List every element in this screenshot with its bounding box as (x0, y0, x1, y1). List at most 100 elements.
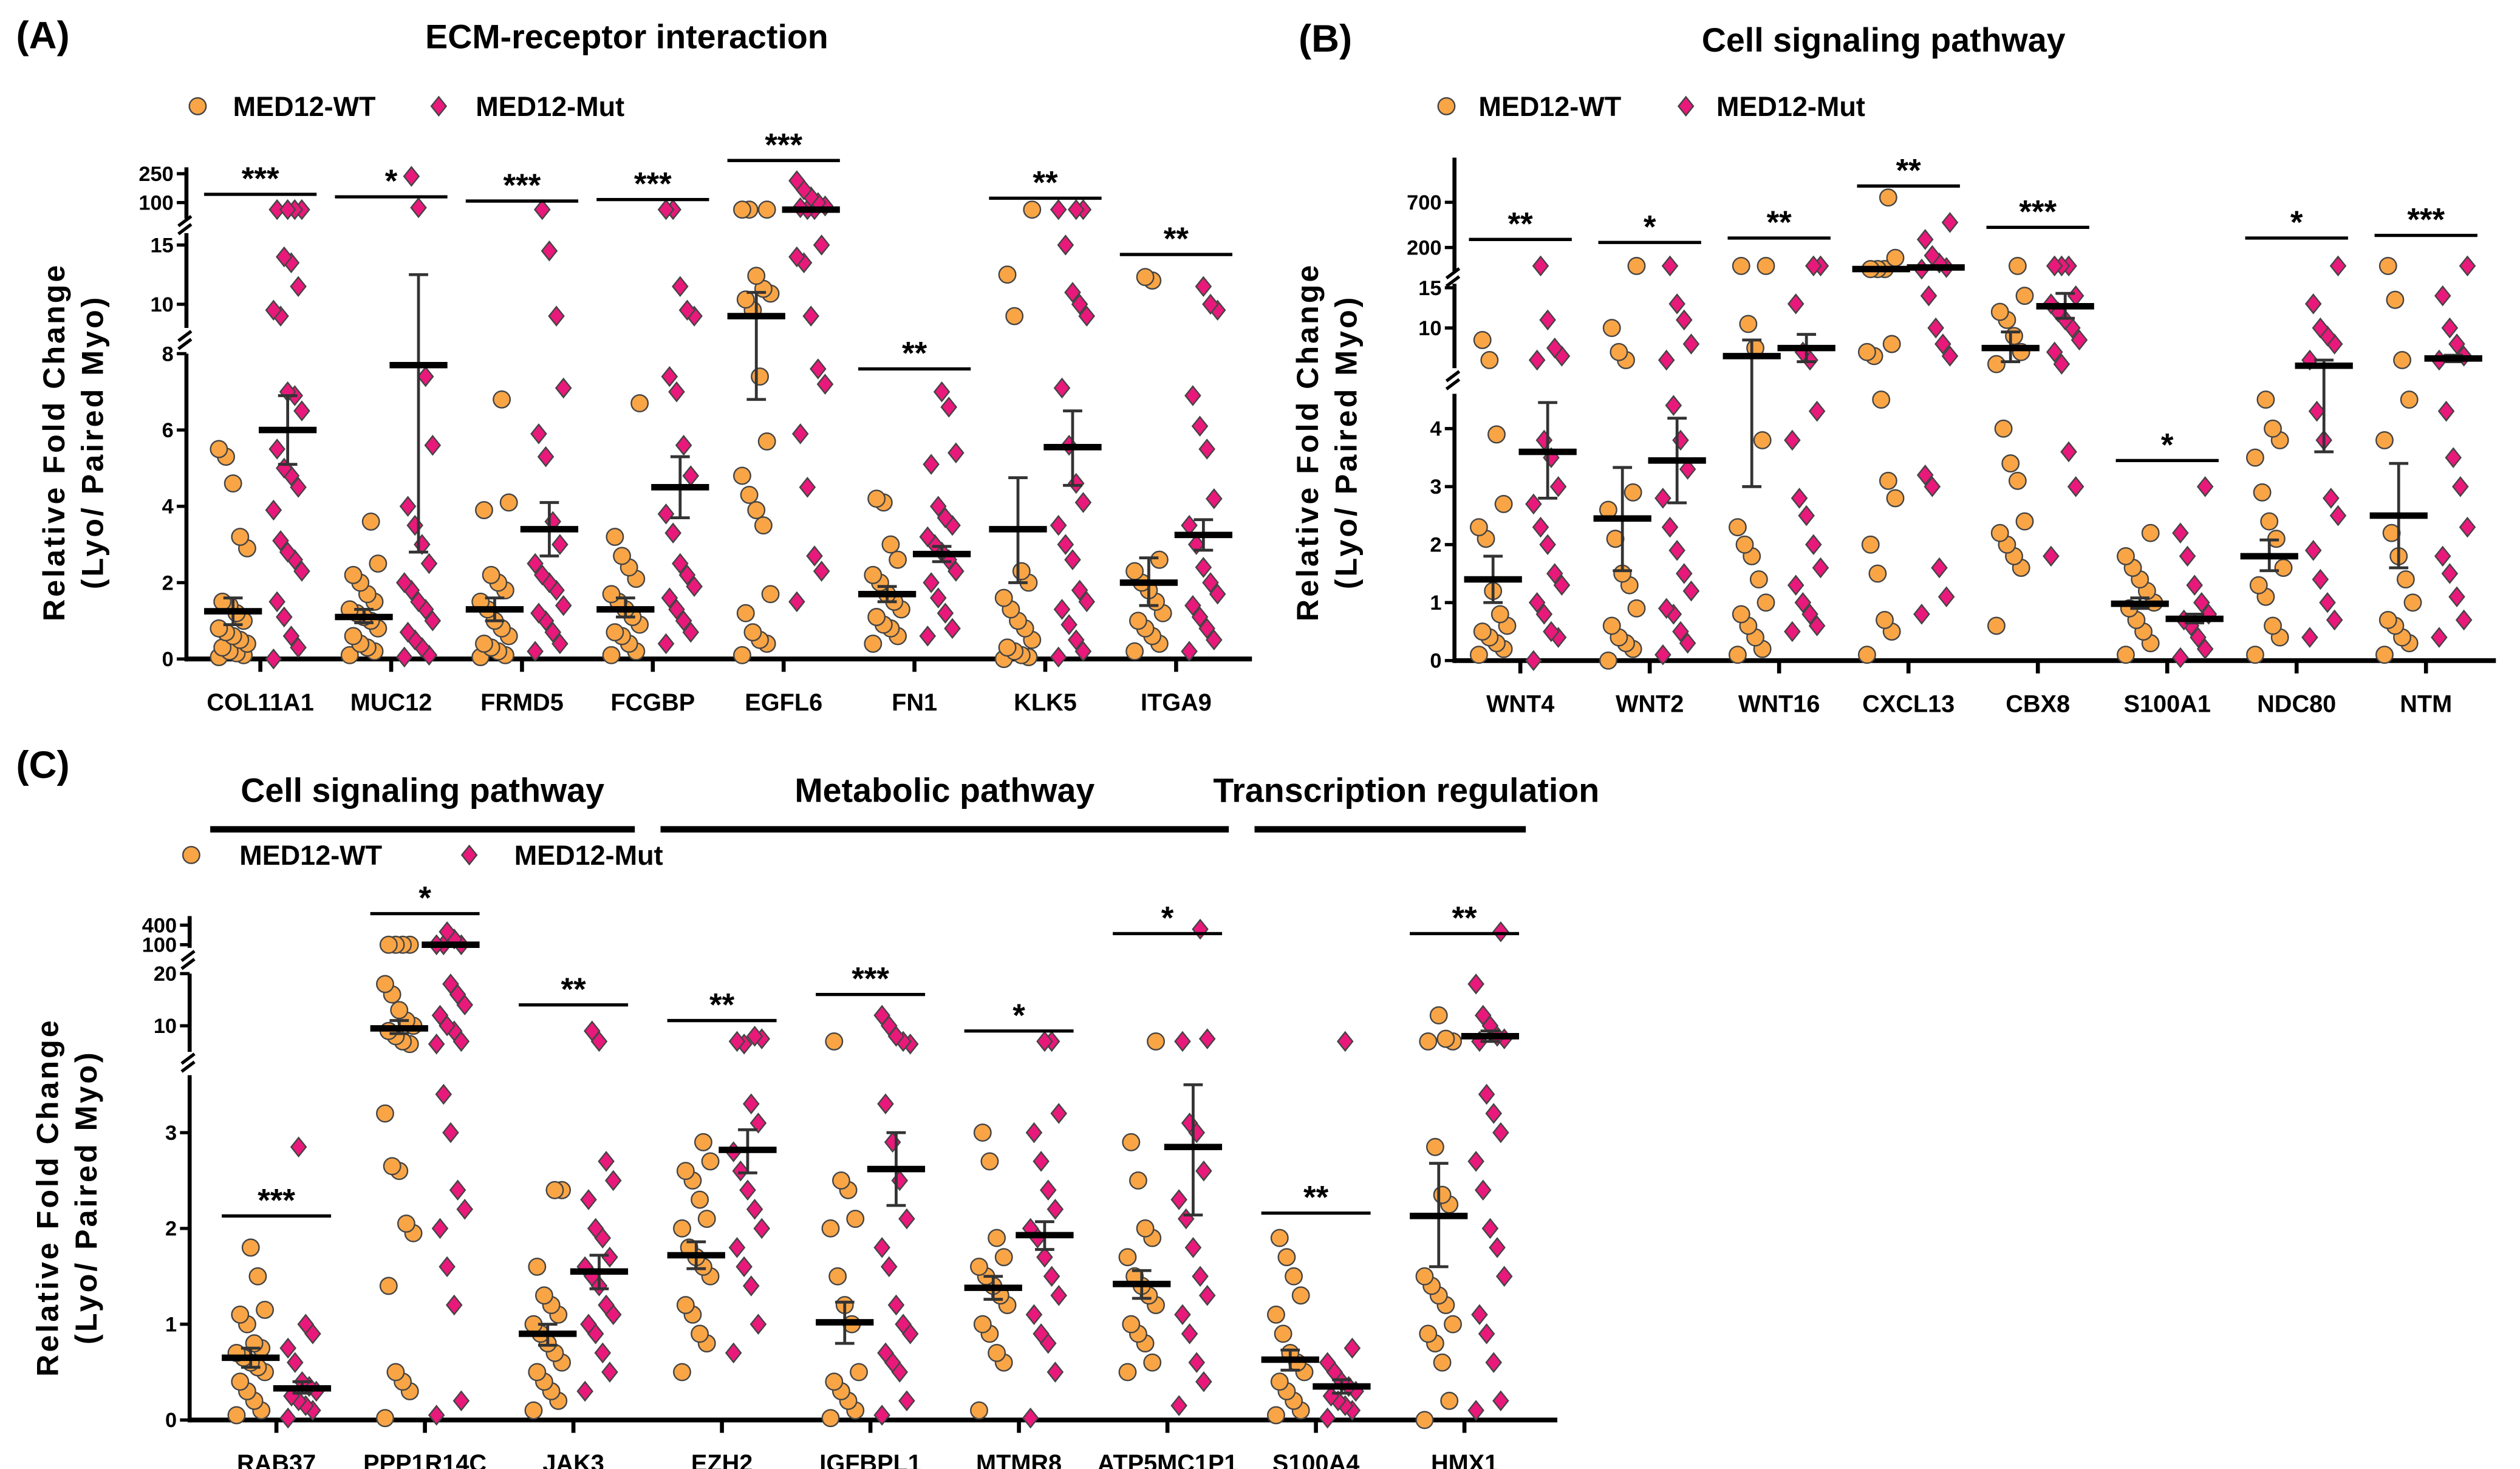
y-tick-label: 10 (1418, 317, 1441, 340)
wt-data-point (1627, 256, 1646, 275)
mut-data-point (728, 1031, 746, 1052)
y-tick-label: 100 (142, 934, 177, 957)
wt-data-point (825, 1372, 844, 1391)
mut-data-point (1791, 488, 1808, 509)
wt-data-point (2264, 616, 2282, 635)
mut-data-point (2071, 329, 2088, 351)
significance-stars: *** (2407, 202, 2445, 238)
wt-data-point (2116, 547, 2135, 565)
mut-data-point (1492, 921, 1509, 942)
mut-data-point (1057, 534, 1074, 555)
wt-data-point (602, 585, 621, 604)
mut-data-point (753, 1218, 771, 1239)
wt-data-point (613, 547, 631, 565)
mut-data-point (527, 641, 544, 662)
mut-data-point (406, 514, 424, 536)
axis-break-mark (180, 1052, 196, 1065)
mut-data-point (1920, 285, 1938, 307)
wt-data-point (2015, 287, 2034, 305)
significance-stars: ** (1508, 206, 1534, 242)
panel-label: (C) (16, 744, 69, 786)
wt-data-point (988, 1343, 1006, 1362)
wt-data-point (1757, 593, 1775, 612)
wt-data-point (499, 493, 518, 512)
mut-data-point (940, 397, 958, 418)
wt-data-point (1757, 256, 1775, 275)
mut-data-point (1808, 615, 1826, 636)
mut-data-point (456, 1199, 474, 1220)
wt-data-point (757, 200, 776, 219)
mut-data-point (2434, 285, 2451, 307)
wt-data-point (1277, 1248, 1296, 1267)
significance-stars: ** (902, 336, 927, 372)
wt-data-point (248, 1267, 267, 1286)
mut-data-point (1553, 574, 1571, 596)
wt-data-point (1118, 1363, 1137, 1382)
legend-mut-label: MED12-Mut (514, 840, 663, 871)
wt-data-point (2403, 593, 2422, 612)
wt-data-point (1987, 616, 2006, 635)
x-tick-label: PPP1R14C (363, 1450, 487, 1469)
mut-data-point (1050, 1103, 1068, 1124)
wt-data-point (344, 565, 363, 584)
x-tick-label: WNT16 (1738, 690, 1820, 717)
wt-data-point (1125, 562, 1144, 581)
wt-data-point (2375, 646, 2394, 664)
wt-data-point (1987, 355, 2006, 373)
x-tick-label: EZH2 (691, 1450, 753, 1469)
x-tick-label: CBX8 (2006, 690, 2070, 717)
mut-data-point (948, 561, 965, 582)
mut-data-point (736, 1256, 753, 1278)
x-tick-label: HMX1 (1431, 1450, 1498, 1469)
wt-data-point (867, 489, 886, 508)
x-tick-label: MTMR8 (976, 1450, 1062, 1469)
mut-data-point (788, 591, 805, 613)
wt-data-point (2141, 523, 2160, 542)
wt-data-point (1882, 335, 1901, 353)
wt-data-point (1879, 471, 1897, 490)
mut-data-point (1546, 563, 1563, 584)
mut-data-point (1675, 309, 1693, 331)
mut-data-point (1808, 400, 1826, 422)
mut-data-point (1467, 1151, 1484, 1172)
mut-data-point (1033, 1151, 1050, 1172)
wt-data-point (1735, 535, 1754, 554)
wt-data-point (1136, 1219, 1155, 1238)
x-tick-label: NTM (2400, 690, 2452, 717)
wt-data-point (2256, 390, 2275, 409)
mut-data-point (1198, 438, 1215, 460)
mut-data-point (530, 423, 547, 445)
wt-data-point (1602, 616, 1621, 635)
significance-stars: ** (1303, 1180, 1329, 1216)
mut-data-point (750, 1113, 767, 1134)
mut-data-point (601, 1362, 618, 1383)
mut-data-point (1192, 918, 1209, 940)
mut-data-point (2459, 255, 2476, 277)
mut-data-point (1053, 599, 1071, 620)
y-tick-label: 2 (165, 1218, 177, 1241)
wt-data-point (740, 485, 759, 504)
mut-data-point (410, 591, 427, 613)
y-tick-label: 8 (162, 343, 174, 366)
mut-data-point (452, 1390, 470, 1412)
mut-data-point (2459, 516, 2476, 538)
wt-data-point (2116, 646, 2135, 664)
mut-data-point (428, 1033, 445, 1055)
wt-data-point (828, 1267, 847, 1286)
y-tick-label: 6 (162, 419, 174, 442)
wt-data-point (2274, 559, 2293, 577)
mut-data-point (435, 1083, 452, 1105)
mut-data-point (1525, 493, 1542, 515)
wt-data-point (390, 1001, 409, 1020)
wt-data-point (224, 474, 242, 493)
wt-data-point (1267, 1305, 1285, 1324)
mut-data-point (290, 477, 307, 498)
mut-data-point (1539, 534, 1556, 556)
wt-data-point (691, 1190, 709, 1209)
wt-data-point (1291, 1286, 1310, 1305)
mut-data-point (1654, 488, 1671, 509)
mut-data-point (1071, 579, 1088, 601)
mut-data-point (895, 1314, 912, 1335)
wt-data-point (1147, 1032, 1165, 1051)
